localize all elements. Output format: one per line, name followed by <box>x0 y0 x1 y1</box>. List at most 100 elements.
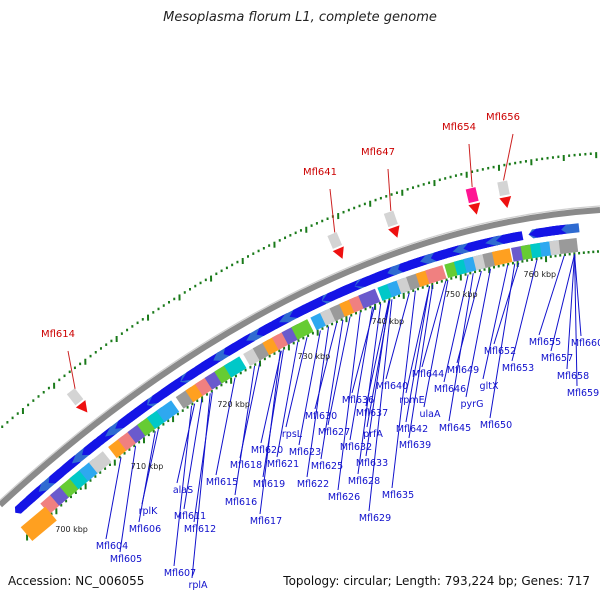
gene-leader <box>191 393 211 579</box>
gene-label: Mfl621 <box>267 459 299 470</box>
gene-label: Mfl607 <box>164 568 196 579</box>
gene-block <box>558 238 579 255</box>
gene-block <box>491 248 513 266</box>
backbone-highlight <box>0 205 600 501</box>
gene-leader <box>234 365 256 496</box>
gene-leader <box>368 299 393 512</box>
gene-leader <box>119 445 137 553</box>
gene-label: Mfl618 <box>230 460 262 471</box>
gene-leader <box>408 284 434 439</box>
red-arrow-marker <box>499 196 512 208</box>
gene-leader <box>239 362 261 459</box>
red-arrow-marker <box>75 400 88 413</box>
gene-leader <box>423 280 449 408</box>
red-leader <box>387 168 392 211</box>
gene-label: Mfl615 <box>206 477 238 488</box>
label-layer: Mfl614 Mfl641 Mfl647 Mfl654 Mfl656 700 kbp 710… <box>41 112 600 591</box>
gene-leader <box>337 312 361 491</box>
feature-box <box>465 187 479 204</box>
gene-label: Mfl653 <box>502 363 534 374</box>
gene-label: prfA <box>363 429 383 440</box>
gene-label: Mfl633 <box>356 458 388 469</box>
gene-leader <box>574 254 582 337</box>
red-leader <box>67 350 76 389</box>
feature-track <box>14 180 580 542</box>
gene-label: rplK <box>139 506 159 517</box>
gene-block <box>88 451 112 474</box>
gene-label: Mfl644 <box>412 369 444 380</box>
gene-label: ulaA <box>420 409 441 420</box>
gene-label: Mfl636 <box>342 395 374 406</box>
label-lines <box>67 133 582 579</box>
gene-label: Mfl627 <box>318 427 350 438</box>
gene-block <box>223 356 247 378</box>
gene-leader <box>493 262 520 345</box>
gene-label: Mfl630 <box>305 411 337 422</box>
gene-leader <box>405 285 431 423</box>
gene-leader <box>366 300 391 428</box>
gene-leader <box>550 254 576 352</box>
gene-block <box>156 400 180 423</box>
gene-leader <box>138 431 156 523</box>
gene-label: Mfl605 <box>110 554 142 565</box>
gene-label: Mfl623 <box>289 447 321 458</box>
gene-label: rplA <box>188 580 208 591</box>
gene-leader <box>405 285 431 394</box>
gene-label: alaS <box>173 485 193 496</box>
gene-label: pyrG <box>461 399 484 410</box>
gene-label: Mfl657 <box>541 353 573 364</box>
red-arrow-marker <box>332 246 344 259</box>
gene-leader <box>260 350 282 444</box>
gene-label: Mfl619 <box>253 479 285 490</box>
gene-label: Mfl626 <box>328 492 360 503</box>
gene-label: Mfl612 <box>184 524 216 535</box>
gene-leader <box>511 259 538 362</box>
red-arrow-marker <box>468 202 481 215</box>
gene-label: Mfl628 <box>348 476 380 487</box>
gene-label: Mfl616 <box>225 497 257 508</box>
gene-leader <box>105 457 122 540</box>
gene-label: Mfl645 <box>439 423 471 434</box>
red-feature-label: Mfl654 <box>442 122 476 133</box>
gene-label: Mfl629 <box>359 513 391 524</box>
map-title: Mesoplasma florum L1, complete genome <box>163 10 437 25</box>
gene-label: Mfl637 <box>356 408 388 419</box>
gene-label: Mfl606 <box>129 524 161 535</box>
red-feature-label: Mfl647 <box>361 147 395 158</box>
gene-leader <box>351 306 376 394</box>
red-feature-label: Mfl656 <box>486 112 520 123</box>
gene-leader <box>421 280 447 368</box>
gene-leader <box>193 391 213 523</box>
gene-leader <box>320 319 344 460</box>
genome-backbone <box>0 207 600 508</box>
gene-label: Mfl640 <box>376 381 408 392</box>
gene-label: Mfl625 <box>311 461 343 472</box>
gene-label: Mfl639 <box>399 440 431 451</box>
gene-leader <box>456 270 482 364</box>
gene-leader <box>327 316 351 426</box>
gene-label: Mfl660 <box>571 338 600 349</box>
red-leader <box>329 188 336 233</box>
gene-leader <box>276 341 299 458</box>
gene-leader <box>443 274 469 383</box>
accession-text: Accession: NC_006055 <box>8 574 145 588</box>
gene-label: Mfl649 <box>447 365 479 376</box>
gene-label: Mfl622 <box>297 479 329 490</box>
gene-leader <box>215 377 236 476</box>
gene-leader <box>566 254 576 370</box>
tick-label: 740 kbp <box>372 317 405 326</box>
red-leader <box>503 133 514 181</box>
gene-block <box>291 319 314 340</box>
gene-leader <box>538 255 565 336</box>
gene-label: Mfl620 <box>251 445 283 456</box>
gene-label: Mfl635 <box>382 490 414 501</box>
red-leader <box>468 143 473 188</box>
gene-block-orange <box>20 506 57 542</box>
gene-label: Mfl611 <box>174 511 206 522</box>
gene-block <box>425 265 447 284</box>
gene-label: Mfl659 <box>567 388 599 399</box>
tick-label: 700 kbp <box>55 525 88 534</box>
gene-leader <box>482 264 509 380</box>
gene-leader <box>385 292 410 380</box>
gene-label: gltX <box>480 381 499 392</box>
